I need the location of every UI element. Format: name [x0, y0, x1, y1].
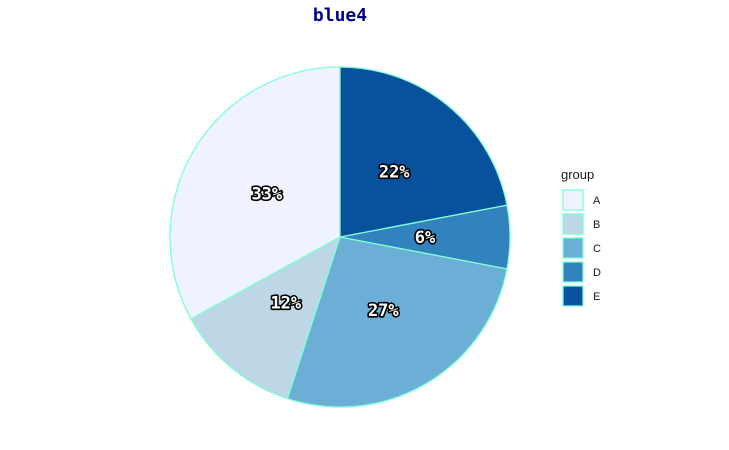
legend-key-d	[562, 261, 584, 283]
legend-key-a	[562, 189, 584, 211]
legend-label-b: B	[593, 219, 600, 231]
chart-title: blue4	[313, 5, 367, 26]
slice-label-e: 22%	[379, 163, 410, 183]
pie-slice-c	[286, 236, 508, 408]
pie-slice-a	[169, 66, 341, 320]
legend-key-e	[562, 285, 584, 307]
pie-slice-e	[339, 66, 508, 238]
legend-label-e: E	[593, 291, 600, 303]
legend-label-c: C	[593, 243, 601, 255]
legend-label-a: A	[593, 195, 601, 207]
slice-label-c: 27%	[368, 301, 399, 321]
legend-title: group	[561, 167, 594, 182]
slice-label-b: 12%	[270, 294, 301, 314]
legend-key-b	[562, 213, 584, 235]
pie-slice-labels: 33% 12% 27% 6% 22%	[250, 161, 438, 323]
slice-label-a: 33%	[251, 185, 282, 205]
legend-key-c	[562, 237, 584, 259]
pie-slice-b	[190, 235, 342, 400]
slice-label-d: 6%	[415, 228, 436, 248]
legend-label-d: D	[593, 267, 601, 279]
pie-slices	[169, 66, 511, 408]
